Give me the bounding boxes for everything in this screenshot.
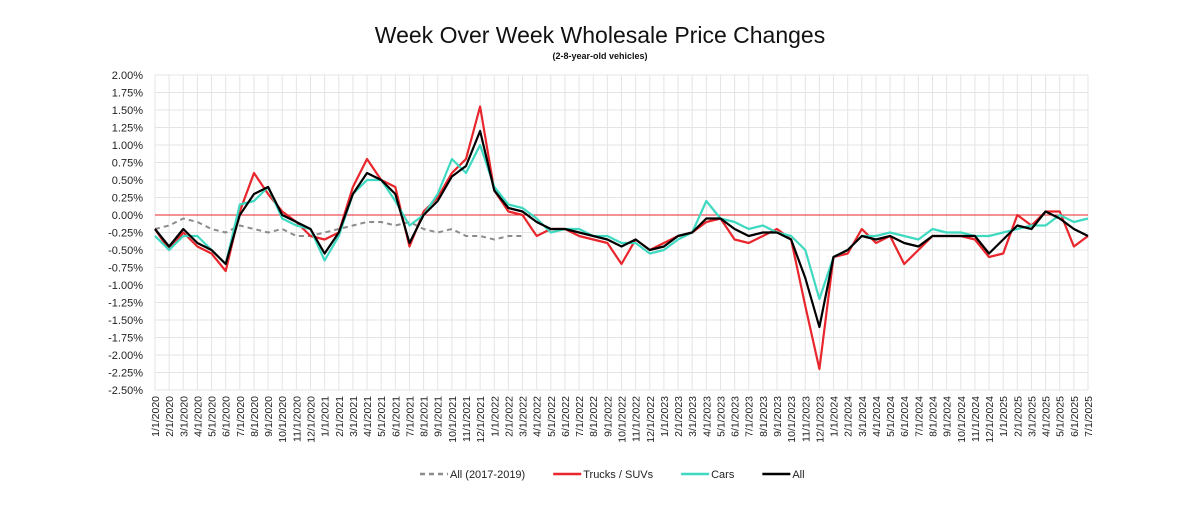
x-tick-label: 1/1/2022 [489, 396, 501, 437]
x-tick-label: 3/1/2023 [687, 396, 699, 437]
x-tick-label: 12/1/2023 [814, 396, 826, 443]
x-tick-label: 11/1/2022 [631, 396, 643, 442]
x-tick-label: 5/1/2023 [715, 396, 727, 437]
x-tick-label: 10/1/2020 [277, 396, 289, 443]
y-tick-label: -0.25% [108, 228, 143, 240]
x-tick-label: 9/1/2023 [772, 396, 784, 437]
y-tick-label: 2.00% [112, 70, 143, 82]
y-tick-label: -1.25% [108, 298, 143, 310]
x-tick-label: 11/1/2020 [291, 396, 303, 442]
x-tick-label: 3/1/2021 [348, 396, 360, 437]
x-tick-label: 2/1/2025 [1012, 396, 1024, 437]
y-tick-label: -1.00% [108, 280, 143, 292]
x-tick-label: 1/1/2025 [998, 396, 1010, 437]
x-tick-label: 5/1/2021 [376, 396, 388, 437]
x-tick-label: 10/1/2022 [617, 396, 629, 443]
y-tick-label: 0.25% [112, 193, 143, 205]
x-tick-label: 2/1/2023 [673, 396, 685, 437]
x-tick-label: 6/1/2020 [221, 396, 233, 437]
x-tick-label: 3/1/2024 [857, 396, 869, 437]
chart-title: Week Over Week Wholesale Price Changes [374, 22, 826, 48]
x-tick-label: 3/1/2020 [178, 396, 190, 437]
x-tick-label: 7/1/2024 [913, 396, 925, 437]
x-tick-label: 6/1/2021 [390, 396, 402, 437]
x-tick-label: 11/1/2024 [970, 396, 982, 442]
y-tick-label: 1.25% [112, 123, 143, 135]
x-tick-label: 9/1/2022 [602, 396, 614, 437]
x-tick-label: 11/1/2021 [461, 396, 473, 442]
x-tick-label: 3/1/2025 [1026, 396, 1038, 437]
x-tick-label: 12/1/2022 [645, 396, 657, 443]
x-tick-label: 4/1/2025 [1041, 396, 1053, 437]
x-tick-label: 2/1/2021 [334, 396, 346, 437]
y-tick-label: 0.75% [112, 158, 143, 170]
x-tick-label: 9/1/2020 [263, 396, 275, 437]
x-tick-label: 8/1/2024 [928, 396, 940, 437]
x-tick-label: 7/1/2021 [404, 396, 416, 437]
x-tick-label: 9/1/2024 [942, 396, 954, 437]
x-tick-label: 1/1/2020 [150, 396, 162, 437]
x-tick-label: 4/1/2020 [192, 396, 204, 437]
x-tick-label: 12/1/2021 [475, 396, 487, 443]
x-tick-label: 6/1/2023 [730, 396, 742, 437]
x-tick-label: 5/1/2025 [1055, 396, 1067, 437]
x-tick-label: 1/1/2023 [659, 396, 671, 437]
y-tick-label: -0.75% [108, 263, 143, 275]
chart-subtitle: (2-8-year-old vehicles) [552, 51, 648, 61]
y-tick-label: -2.25% [108, 368, 143, 380]
legend-label: Trucks / SUVs [583, 469, 653, 481]
legend-label: All (2017-2019) [450, 469, 525, 481]
y-tick-label: 1.75% [112, 88, 143, 100]
x-tick-label: 4/1/2021 [362, 396, 374, 437]
x-tick-label: 6/1/2022 [560, 396, 572, 437]
x-tick-label: 5/1/2024 [885, 396, 897, 437]
x-tick-label: 6/1/2024 [899, 396, 911, 437]
x-tick-label: 1/1/2021 [320, 396, 332, 437]
x-tick-label: 10/1/2023 [786, 396, 798, 443]
x-tick-label: 6/1/2025 [1069, 396, 1081, 437]
x-tick-label: 12/1/2020 [306, 396, 318, 443]
x-tick-label: 7/1/2025 [1083, 396, 1095, 437]
x-tick-label: 2/1/2020 [164, 396, 176, 437]
x-tick-label: 4/1/2022 [532, 396, 544, 437]
x-tick-label: 5/1/2022 [546, 396, 558, 437]
x-tick-label: 3/1/2022 [518, 396, 530, 437]
series-line-all [154, 129, 1089, 329]
x-tick-label: 2/1/2024 [843, 396, 855, 437]
x-tick-label: 11/1/2023 [800, 396, 812, 442]
x-tick-label: 5/1/2020 [207, 396, 219, 437]
x-tick-label: 10/1/2024 [956, 396, 968, 443]
y-tick-label: -2.50% [108, 385, 143, 397]
legend-label: All [792, 469, 804, 481]
x-tick-label: 1/1/2024 [829, 396, 841, 437]
y-tick-label: -2.00% [108, 350, 143, 362]
x-tick-label: 8/1/2021 [419, 396, 431, 437]
x-tick-label: 7/1/2023 [744, 396, 756, 437]
x-tick-label: 12/1/2024 [984, 396, 996, 443]
x-tick-label: 8/1/2022 [588, 396, 600, 437]
x-tick-label: 2/1/2022 [503, 396, 515, 437]
y-tick-label: 1.50% [112, 105, 143, 117]
x-tick-label: 10/1/2021 [447, 396, 459, 443]
x-tick-label: 8/1/2023 [758, 396, 770, 437]
y-tick-label: 0.00% [112, 210, 143, 222]
y-tick-label: 0.50% [112, 175, 143, 187]
x-tick-label: 9/1/2021 [433, 396, 445, 437]
legend-label: Cars [711, 469, 735, 481]
x-tick-label: 8/1/2020 [249, 396, 261, 437]
x-tick-label: 4/1/2024 [871, 396, 883, 437]
y-tick-label: -1.50% [108, 315, 143, 327]
x-tick-label: 7/1/2020 [235, 396, 247, 437]
y-tick-label: 1.00% [112, 140, 143, 152]
x-tick-label: 7/1/2022 [574, 396, 586, 437]
x-tick-label: 4/1/2023 [701, 396, 713, 437]
y-tick-label: -1.75% [108, 333, 143, 345]
y-tick-label: -0.50% [108, 245, 143, 257]
